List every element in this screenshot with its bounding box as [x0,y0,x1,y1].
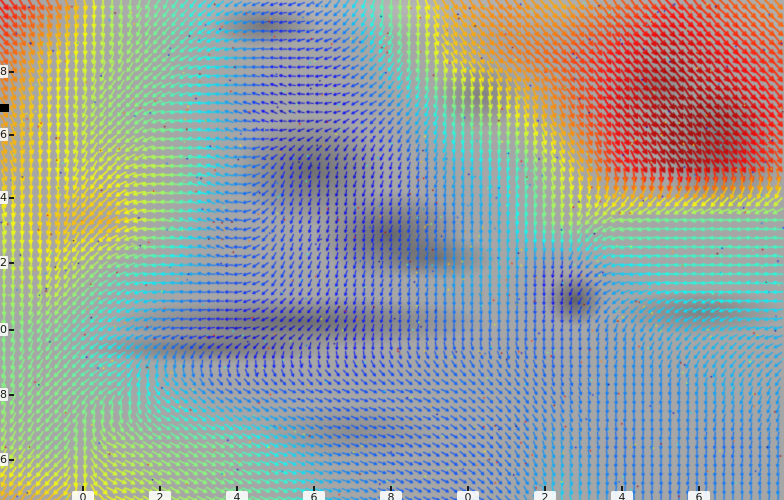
y-tick-label: 0 [0,323,8,336]
x-tick-label: 8 [380,491,402,500]
y-tick-mark [9,459,14,461]
y-tick-mark [9,262,14,264]
y-tick-label: 8 [0,388,8,401]
x-tick-label: 6 [688,491,710,500]
x-tick-mark [82,486,84,491]
x-tick-label: 0 [72,491,94,500]
y-tick-label: 6 [0,128,8,141]
x-tick-mark [467,486,469,491]
x-tick-label: 6 [303,491,325,500]
x-tick-mark [621,486,623,491]
y-tick-label: 2 [0,256,8,269]
y-tick-label: 6 [0,453,8,466]
x-tick-mark [313,486,315,491]
x-tick-label: 2 [149,491,171,500]
x-tick-mark [236,486,238,491]
x-tick-label: 2 [534,491,556,500]
y-tick-mark [9,134,14,136]
x-tick-mark [698,486,700,491]
x-tick-label: 0 [457,491,479,500]
y-tick-mark [9,329,14,331]
y-tick-label: 8 [0,65,8,78]
y-tick-mark [9,394,14,396]
x-tick-mark [544,486,546,491]
y-tick-mark [9,71,14,73]
ylabel-fragment [0,104,9,112]
y-tick-label: 4 [0,191,8,204]
x-tick-mark [159,486,161,491]
x-tick-label: 4 [611,491,633,500]
x-tick-mark [390,486,392,491]
x-tick-label: 4 [226,491,248,500]
y-tick-mark [9,197,14,199]
